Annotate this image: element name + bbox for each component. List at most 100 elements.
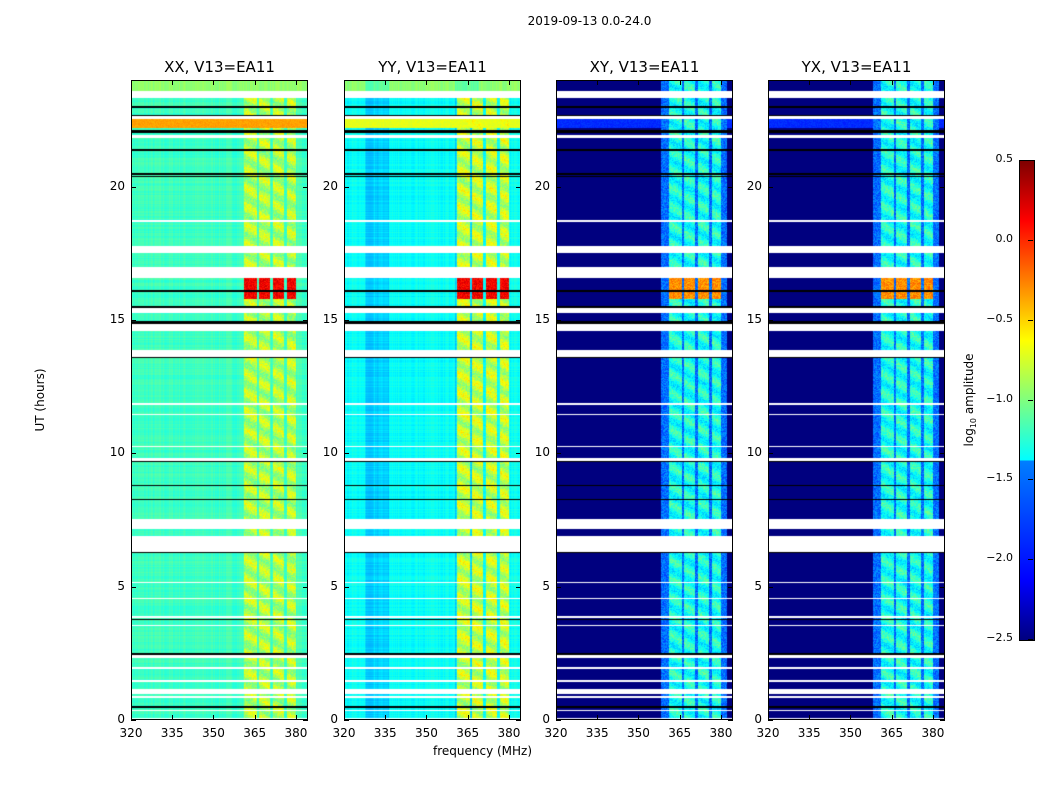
x-tick-mark: [467, 80, 469, 85]
y-tick-mark: [556, 186, 561, 188]
y-tick-mark: [303, 586, 308, 588]
x-tick-mark: [638, 715, 640, 720]
x-tick-mark: [254, 715, 256, 720]
y-tick-mark: [728, 586, 733, 588]
x-tick-label: 380: [284, 726, 308, 740]
y-tick-label: 20: [534, 178, 550, 193]
x-tick-label: 320: [544, 726, 568, 740]
y-tick-mark: [728, 453, 733, 455]
y-tick-mark: [303, 320, 308, 321]
y-tick-label: 20: [322, 178, 338, 193]
y-tick-label: 20: [746, 178, 762, 193]
y-tick-mark: [344, 586, 349, 588]
y-tick-label: 10: [322, 445, 338, 460]
axes-frame: [131, 80, 308, 720]
y-tick-label: 10: [109, 445, 125, 460]
heatmap-image: [131, 80, 308, 720]
colorbar-tick-mark: [1028, 479, 1033, 481]
y-tick-mark: [516, 720, 521, 721]
y-tick-mark: [516, 586, 521, 588]
colorbar: [1019, 160, 1035, 641]
x-tick-label: 335: [160, 726, 184, 740]
y-tick-label: 5: [542, 578, 550, 593]
x-tick-mark: [426, 715, 428, 720]
x-tick-mark: [467, 715, 469, 720]
y-tick-mark: [728, 186, 733, 188]
x-tick-mark: [426, 80, 428, 85]
x-tick-mark: [131, 715, 132, 720]
x-tick-mark: [556, 715, 557, 720]
y-tick-mark: [556, 720, 561, 721]
x-tick-mark: [385, 80, 387, 85]
y-tick-label: 15: [746, 312, 762, 326]
x-tick-label: 365: [668, 726, 692, 740]
y-tick-mark: [728, 320, 733, 321]
y-tick-mark: [728, 720, 733, 721]
y-tick-mark: [768, 186, 773, 188]
colorbar-tick-mark: [1028, 160, 1033, 161]
x-tick-mark: [679, 80, 681, 85]
y-tick-mark: [556, 586, 561, 588]
x-tick-mark: [254, 80, 256, 85]
x-tick-mark: [172, 80, 174, 85]
colorbar-tick-label: 0.5: [995, 152, 1014, 165]
panel-title: XX, V13=EA11: [164, 58, 275, 76]
y-tick-mark: [131, 320, 136, 321]
colorbar-tick-mark: [1028, 399, 1033, 401]
y-tick-mark: [131, 586, 136, 588]
panel-title: XY, V13=EA11: [589, 58, 700, 76]
y-tick-mark: [344, 320, 349, 321]
colorbar-tick-label: 0.0: [995, 231, 1014, 245]
y-tick-mark: [556, 453, 561, 455]
y-tick-mark: [768, 320, 773, 321]
x-tick-mark: [720, 80, 722, 85]
colorbar-tick-label: −1.0: [986, 391, 1013, 405]
colorbar-tick-mark: [1028, 559, 1033, 561]
panel-title: YY, V13=EA11: [378, 58, 487, 76]
x-tick-mark: [213, 80, 215, 85]
x-tick-label: 380: [709, 726, 733, 740]
y-tick-mark: [940, 720, 945, 721]
axes-frame: [344, 80, 521, 720]
y-tick-mark: [768, 453, 773, 455]
y-tick-label: 0: [754, 712, 762, 726]
x-tick-label: 335: [585, 726, 609, 740]
x-tick-mark: [508, 715, 510, 720]
y-tick-mark: [768, 720, 773, 721]
colorbar-tick-label: −1.5: [986, 471, 1013, 485]
y-tick-label: 5: [754, 578, 762, 593]
x-tick-label: 380: [921, 726, 945, 740]
y-tick-mark: [344, 453, 349, 455]
y-tick-label: 20: [109, 178, 125, 193]
y-tick-mark: [768, 586, 773, 588]
x-tick-mark: [932, 80, 934, 85]
y-tick-label: 15: [109, 312, 125, 326]
y-tick-mark: [303, 186, 308, 188]
y-tick-mark: [131, 453, 136, 455]
axes-frame: [768, 80, 945, 720]
x-tick-mark: [768, 80, 769, 85]
y-tick-mark: [516, 186, 521, 188]
x-tick-label: 350: [839, 726, 862, 740]
y-tick-mark: [556, 320, 561, 321]
x-tick-mark: [638, 80, 640, 85]
colorbar-tick-label: −2.0: [986, 551, 1013, 565]
axes-frame: [556, 80, 733, 720]
heatmap-image: [344, 80, 521, 720]
x-tick-mark: [344, 80, 345, 85]
y-tick-mark: [131, 186, 136, 188]
y-tick-label: 10: [746, 445, 762, 460]
y-tick-label: 10: [534, 445, 550, 460]
x-tick-mark: [597, 80, 599, 85]
y-tick-mark: [131, 720, 136, 721]
heatmap-panel-1: XX, V13=EA11 0 5 10 15 20 320 335 350 365 380: [110, 58, 308, 740]
heatmap-panel-4: YX, V13=EA11 0 5 10 15 20 320 335 350 365 380: [747, 58, 945, 740]
x-tick-mark: [679, 715, 681, 720]
colorbar-label: log10 amplitude: [961, 353, 979, 447]
x-tick-label: 335: [797, 726, 821, 740]
colorbar-tick-mark: [1028, 319, 1033, 321]
x-tick-mark: [385, 715, 387, 720]
x-tick-mark: [932, 715, 934, 720]
y-tick-mark: [940, 586, 945, 588]
